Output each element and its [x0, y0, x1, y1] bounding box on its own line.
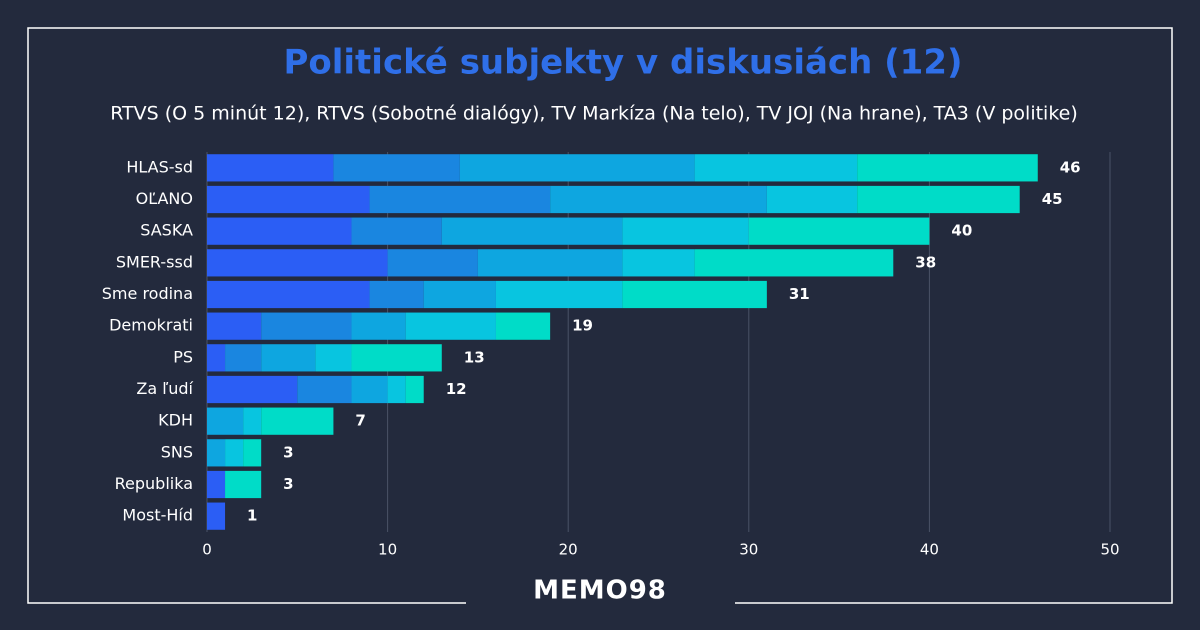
total-label: 7 — [355, 412, 365, 430]
bar-segment — [207, 185, 370, 214]
bar-segment — [694, 154, 858, 182]
y-tick-label: Demokrati — [109, 316, 193, 335]
bar-segment — [207, 375, 298, 404]
bar-segment — [748, 217, 930, 245]
bar-segment — [351, 344, 442, 372]
bar-segment — [207, 407, 244, 435]
bar-segment — [333, 154, 460, 182]
bar-segment — [495, 280, 623, 309]
total-label: 13 — [464, 348, 485, 366]
bar-segment — [387, 375, 406, 404]
bar-segment — [459, 154, 695, 182]
plot: 0 10 20 30 40 50 HLAS-sd 46 OĽANO 45 SASKA 40 SMER-s… — [102, 152, 1120, 559]
bar-segment — [423, 280, 496, 309]
bar-segment — [622, 280, 767, 309]
bar-segment — [857, 154, 1038, 182]
bar-segment — [243, 439, 262, 467]
bar-segment — [369, 280, 424, 309]
y-tick-label: SASKA — [140, 221, 193, 240]
bar-segment — [207, 280, 370, 309]
y-tick-label: Most-Híd — [122, 506, 193, 525]
bar-segment — [207, 502, 226, 530]
bar-segment — [766, 185, 858, 214]
bar-segment — [315, 344, 352, 372]
frame — [27, 27, 1173, 604]
bar-segment — [369, 185, 551, 214]
bar-segment — [694, 249, 894, 277]
y-tick-label: SNS — [161, 442, 193, 461]
bar-segment — [405, 312, 496, 340]
y-tick-label: OĽANO — [136, 189, 193, 208]
y-tick-label: SMER-ssd — [116, 252, 193, 271]
bar-segment — [441, 217, 623, 245]
bar-segment — [225, 344, 262, 372]
bar-segment — [243, 407, 262, 435]
logo: MEMO98 — [533, 576, 667, 606]
bar-segment — [207, 154, 334, 182]
bar-segment — [261, 344, 316, 372]
bar-segment — [351, 217, 442, 245]
bar-segment — [207, 344, 226, 372]
bar-segment — [857, 185, 1020, 214]
bar-segment — [622, 249, 695, 277]
y-tick-label: KDH — [158, 411, 193, 430]
total-label: 40 — [951, 222, 972, 240]
x-tick-label: 50 — [1100, 541, 1119, 559]
bar-segment — [225, 439, 244, 467]
total-label: 3 — [283, 443, 293, 461]
bar-segment — [225, 470, 262, 499]
bar-segment — [495, 312, 551, 340]
y-tick-label: Sme rodina — [102, 284, 193, 303]
y-tick-label: PS — [173, 347, 193, 366]
chart-title: Politické subjekty v diskusiách (12) — [283, 43, 962, 83]
total-label: 12 — [446, 380, 467, 398]
chart-subtitle: RTVS (O 5 minút 12), RTVS (Sobotné dialó… — [110, 103, 1078, 125]
bar-segment — [351, 375, 388, 404]
x-tick-label: 40 — [920, 541, 939, 559]
x-tick-label: 30 — [739, 541, 758, 559]
x-tick-label: 20 — [559, 541, 578, 559]
bar-segment — [477, 249, 623, 277]
bar-segment — [261, 407, 334, 435]
total-label: 31 — [789, 285, 810, 303]
bar-segment — [405, 375, 424, 404]
bar-segment — [207, 439, 226, 467]
y-tick-label: Republika — [115, 474, 193, 493]
total-label: 3 — [283, 475, 293, 493]
y-tick-label: Za ľudí — [136, 379, 193, 398]
bar-segment — [207, 249, 388, 277]
total-label: 45 — [1042, 190, 1063, 208]
total-label: 46 — [1060, 158, 1081, 176]
total-label: 38 — [915, 253, 936, 271]
x-tick-label: 10 — [378, 541, 397, 559]
bar-segment — [387, 249, 478, 277]
bar-segment — [261, 312, 352, 340]
bar-segment — [550, 185, 767, 214]
bar-segment — [297, 375, 352, 404]
bar-segment — [622, 217, 749, 245]
bar-segment — [207, 312, 262, 340]
total-label: 19 — [572, 317, 593, 335]
bar-segment — [207, 217, 352, 245]
x-tick-label: 0 — [202, 541, 212, 559]
total-label: 1 — [247, 507, 257, 525]
y-tick-label: HLAS-sd — [126, 157, 193, 176]
bar-segment — [351, 312, 406, 340]
bar-segment — [207, 470, 226, 499]
